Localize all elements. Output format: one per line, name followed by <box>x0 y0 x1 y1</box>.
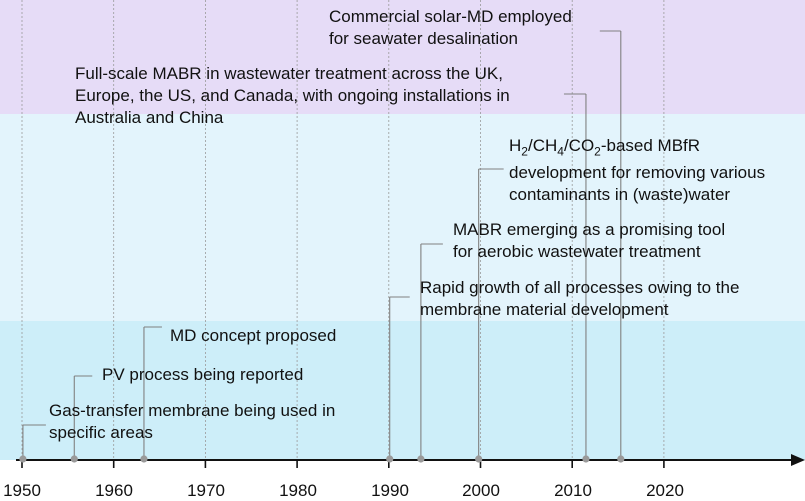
tick-label-1960: 1960 <box>95 481 133 500</box>
event-dot <box>617 455 625 463</box>
event-rapid-growth: Rapid growth of all processes owing to t… <box>420 277 739 321</box>
tick-label-1950: 1950 <box>3 481 41 500</box>
tick-label-1990: 1990 <box>371 481 409 500</box>
event-solar-md-line-1: Commercial solar-MD employed <box>329 7 572 26</box>
event-mbfr-line-1: H2/CH4/CO2-based MBfR <box>509 136 701 159</box>
top-band <box>0 0 805 114</box>
event-full-scale-mabr-line-3: Australia and China <box>75 108 224 127</box>
event-mbfr: H2/CH4/CO2-based MBfR development for re… <box>509 135 765 206</box>
event-mabr-emerging-line-1: MABR emerging as a promising tool <box>453 220 726 239</box>
event-dot <box>386 455 394 463</box>
tick-label-2020: 2020 <box>646 481 684 500</box>
event-gas-transfer-line-1: Gas-transfer membrane being used in <box>49 401 336 420</box>
event-mabr-emerging: MABR emerging as a promising tool for ae… <box>453 219 725 263</box>
tick-label-1980: 1980 <box>279 481 317 500</box>
tick-label-2000: 2000 <box>462 481 500 500</box>
event-dot <box>475 455 483 463</box>
event-full-scale-mabr: Full-scale MABR in wastewater treatment … <box>75 63 510 129</box>
bottom-band <box>0 321 805 460</box>
event-solar-md-line-2: for seawater desalination <box>329 29 519 48</box>
event-dot <box>582 455 590 463</box>
event-dot <box>19 455 27 463</box>
event-full-scale-mabr-line-1: Full-scale MABR in wastewater treatment … <box>75 64 503 83</box>
event-md-concept-line-1: MD concept proposed <box>170 326 337 345</box>
event-dot <box>417 455 425 463</box>
event-mabr-emerging-line-2: for aerobic wastewater treatment <box>453 242 701 261</box>
event-full-scale-mabr-line-2: Europe, the US, and Canada, with ongoing… <box>75 86 510 105</box>
event-pv-process: PV process being reported <box>102 364 303 386</box>
event-pv-process-line-1: PV process being reported <box>102 365 304 384</box>
middle-band <box>0 114 805 321</box>
tick-label-2010: 2010 <box>554 481 592 500</box>
event-rapid-growth-line-1: Rapid growth of all processes owing to t… <box>420 278 740 297</box>
event-solar-md: Commercial solar-MD employed for seawate… <box>329 6 572 50</box>
event-mbfr-line-2: development for removing various <box>509 163 766 183</box>
tick-label-1970: 1970 <box>187 481 225 500</box>
event-md-concept: MD concept proposed <box>170 325 336 347</box>
event-rapid-growth-line-2: membrane material development <box>420 300 669 319</box>
event-gas-transfer-line-2: specific areas <box>49 423 153 442</box>
event-dot <box>70 455 78 463</box>
event-gas-transfer: Gas-transfer membrane being used in spec… <box>49 400 335 444</box>
event-dot <box>140 455 148 463</box>
axis-arrow-icon <box>791 454 805 466</box>
event-mbfr-line-3: contaminants in (waste)water <box>509 185 731 205</box>
